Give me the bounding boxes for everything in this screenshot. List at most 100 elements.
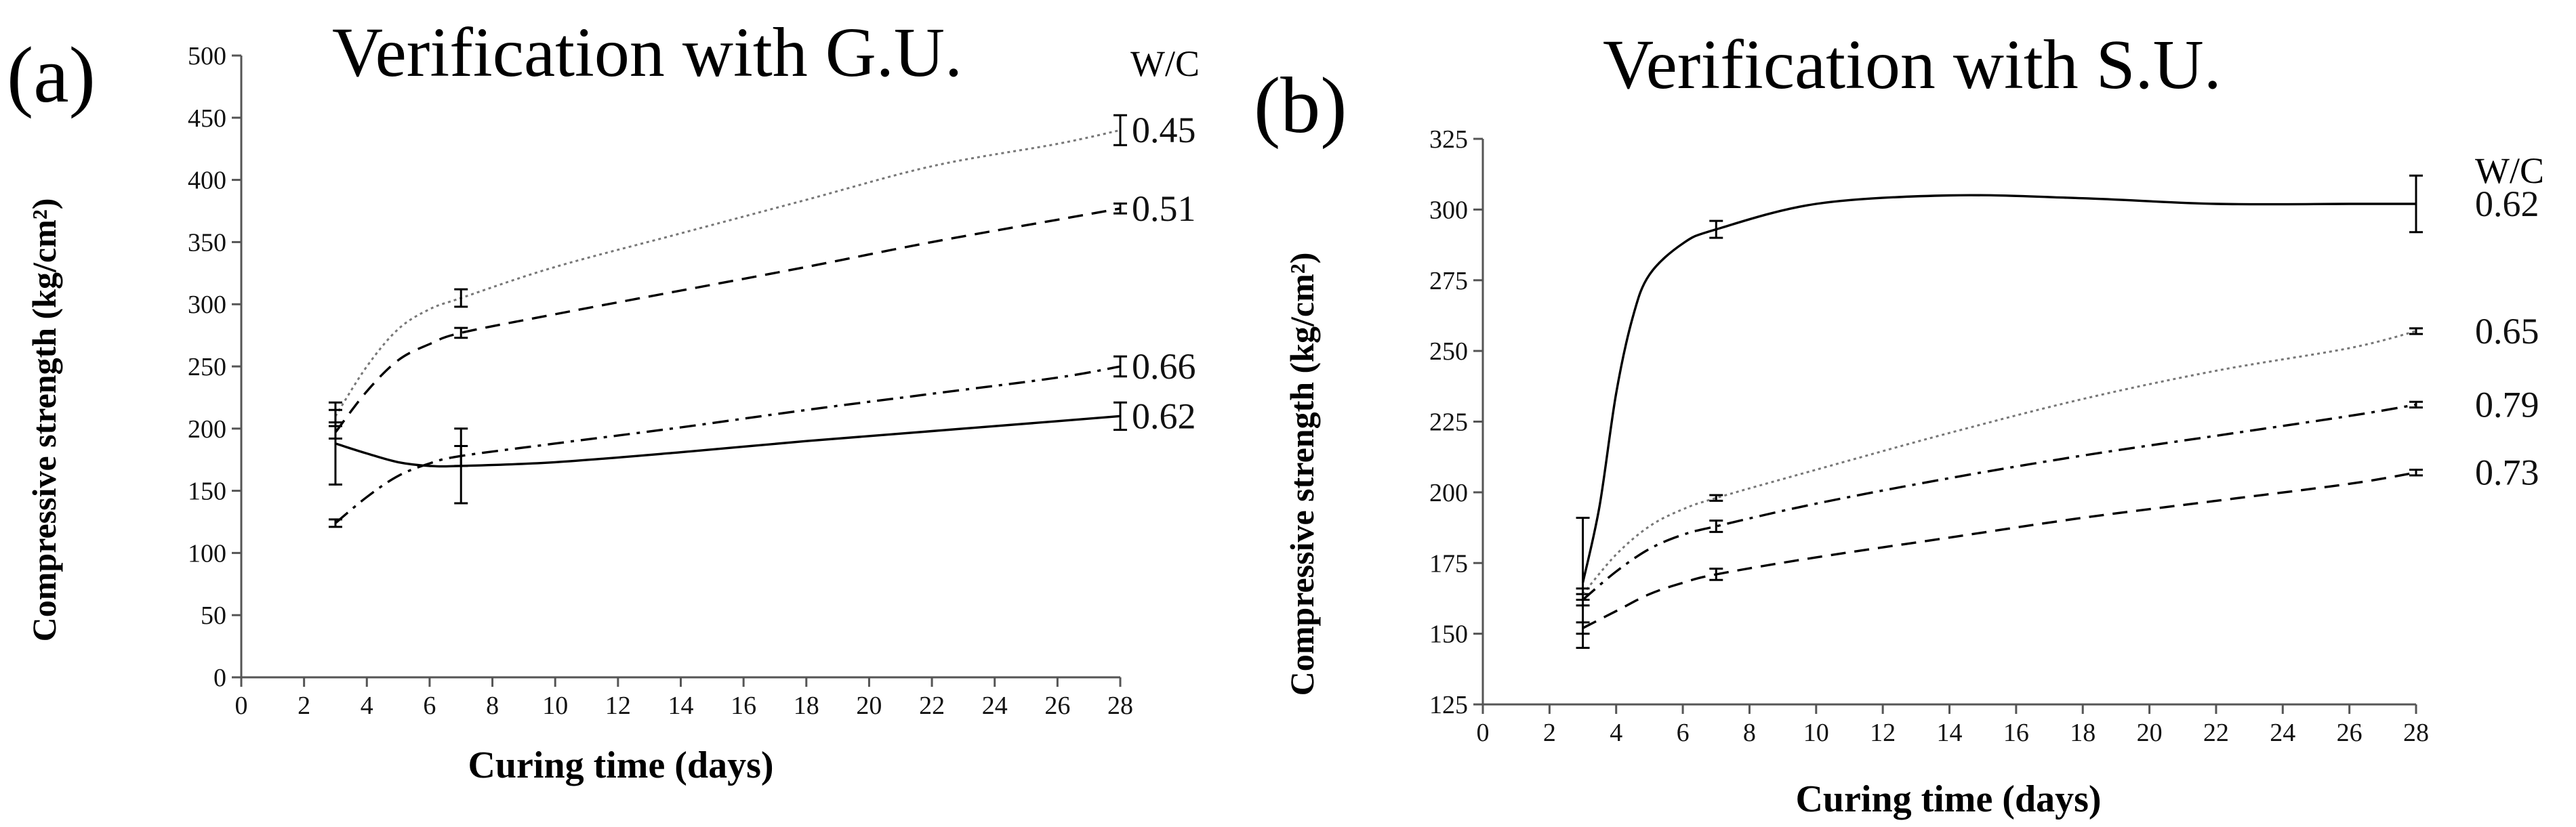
x-tick-label: 24 <box>982 692 1008 720</box>
y-axis-label-b: Compressive strength (kg/cm²) <box>1283 253 1321 696</box>
error-bar <box>328 408 342 424</box>
error-bar <box>1113 202 1127 215</box>
wc-label: 0.79 <box>2475 384 2539 425</box>
y-tick-label: 350 <box>188 228 226 257</box>
y-tick-label: 250 <box>188 353 226 381</box>
y-tick-label: 450 <box>188 104 226 133</box>
x-tick-label: 12 <box>605 692 631 720</box>
x-tick-label: 22 <box>919 692 945 720</box>
error-bar <box>1709 519 1723 533</box>
x-tick-label: 18 <box>794 692 819 720</box>
x-tick-label: 14 <box>1937 719 1963 747</box>
x-tick-label: 8 <box>486 692 499 720</box>
error-bar <box>1113 114 1127 146</box>
y-tick-label: 300 <box>188 291 226 319</box>
x-tick-label: 26 <box>1044 692 1070 720</box>
series-line <box>335 415 1121 468</box>
y-tick-label: 0 <box>213 664 226 692</box>
error-bar <box>1576 621 1590 635</box>
wc-label: 0.45 <box>1132 110 1196 150</box>
x-tick-label: 0 <box>1477 719 1490 747</box>
series-S.U.2: 0.79 <box>1576 384 2539 607</box>
series-line <box>1582 471 2417 629</box>
x-tick-label: 14 <box>668 692 694 720</box>
y-tick-label: 400 <box>188 167 226 195</box>
error-bar <box>328 518 342 528</box>
x-tick-label: 22 <box>2203 719 2229 747</box>
marks-a: 0.62 0.66 0.51 0.45 <box>328 110 1196 528</box>
y-tick-label: 225 <box>1429 408 1468 437</box>
series-S.U.1: 0.62 <box>1576 174 2539 649</box>
y-tick-label: 150 <box>188 478 226 506</box>
x-tick-label: 12 <box>1870 719 1896 747</box>
wc-label: 0.66 <box>1132 346 1196 387</box>
y-tick-label: 300 <box>1429 196 1468 224</box>
series-line <box>334 129 1121 417</box>
y-tick-label: 50 <box>201 601 226 630</box>
x-tick-label: 2 <box>1543 719 1556 747</box>
chart-title-a: Verification with G.U. <box>332 14 962 91</box>
error-bar <box>2409 468 2423 477</box>
x-tick-label: 2 <box>298 692 310 720</box>
y-tick-label: 200 <box>1429 479 1468 507</box>
series-line <box>1581 194 2416 583</box>
chart-title-b: Verification with S.U. <box>1603 26 2222 104</box>
x-tick-label: 16 <box>2003 719 2029 747</box>
wc-label: 0.51 <box>1132 188 1196 229</box>
error-bar <box>454 326 468 339</box>
x-tick-label: 10 <box>1803 719 1829 747</box>
series-G.U.4: 0.45 <box>328 110 1196 424</box>
error-bar <box>1113 401 1127 431</box>
panel-label-a: (a) <box>7 30 96 119</box>
series-G.U.3: 0.51 <box>328 188 1196 440</box>
x-tick-label: 6 <box>1677 719 1690 747</box>
y-tick-label: 125 <box>1429 691 1468 719</box>
panel-label-b: (b) <box>1254 61 1347 150</box>
wc-label: 0.65 <box>2475 311 2539 352</box>
series-G.U.2: 0.66 <box>328 346 1196 528</box>
x-tick-label: 24 <box>2270 719 2295 747</box>
error-bar <box>2409 327 2423 335</box>
error-bar <box>454 445 468 467</box>
series-line <box>1582 330 2417 595</box>
error-bar <box>2409 174 2423 234</box>
x-tick-label: 20 <box>856 692 882 720</box>
x-tick-label: 28 <box>2403 719 2429 747</box>
y-tick-label: 500 <box>188 42 226 70</box>
series-line <box>1582 403 2417 601</box>
series-G.U.1: 0.62 <box>328 396 1196 505</box>
x-tick-label: 28 <box>1107 692 1133 720</box>
y-tick-label: 250 <box>1429 337 1468 366</box>
error-bar <box>328 425 342 440</box>
y-tick-label: 100 <box>188 539 226 568</box>
x-axis-label-b: Curing time (days) <box>1795 778 2101 820</box>
y-tick-label: 275 <box>1429 267 1468 295</box>
panel-b: (b) Verification with S.U. W/C Compressi… <box>1254 26 2544 820</box>
y-tick-label: 175 <box>1429 549 1468 578</box>
x-tick-label: 10 <box>542 692 568 720</box>
x-tick-label: 0 <box>235 692 248 720</box>
marks-b: 0.62 0.79 0.73 0.65 <box>1576 174 2539 649</box>
series-S.U.3: 0.73 <box>1576 452 2539 635</box>
wc-label: 0.73 <box>2475 452 2539 493</box>
x-axis-label-a: Curing time (days) <box>468 744 773 786</box>
series-line <box>334 365 1121 524</box>
x-tick-label: 20 <box>2137 719 2163 747</box>
y-tick-label: 325 <box>1429 125 1468 154</box>
wc-label: 0.62 <box>2475 184 2539 224</box>
x-tick-label: 4 <box>1610 719 1622 747</box>
error-bar <box>1709 494 1723 502</box>
wc-header-b: W/C <box>2475 150 2544 191</box>
series-S.U.4: 0.65 <box>1576 311 2539 601</box>
error-bar <box>1709 568 1723 581</box>
x-tick-label: 16 <box>731 692 756 720</box>
y-tick-label: 150 <box>1429 620 1468 649</box>
x-tick-label: 6 <box>423 692 436 720</box>
series-line <box>334 207 1121 433</box>
error-bar <box>1709 219 1723 239</box>
error-bar <box>1576 587 1590 601</box>
panel-a: (a) Verification with G.U. W/C Compressi… <box>7 14 1200 786</box>
